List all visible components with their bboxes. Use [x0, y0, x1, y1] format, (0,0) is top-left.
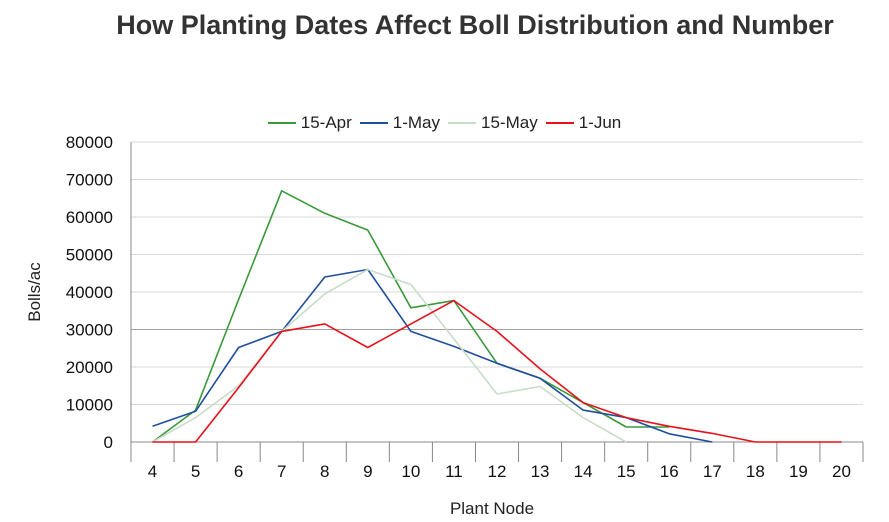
legend-item: 1-Jun: [545, 113, 622, 133]
x-tick-label: 7: [277, 462, 286, 481]
x-tick-label: 13: [531, 462, 550, 481]
series-line-1-jun: [152, 299, 842, 443]
chart-legend: 15-Apr 1-May 15-May 1-Jun: [0, 113, 889, 133]
legend-item: 15-Apr: [267, 113, 352, 133]
x-axis-label: Plant Node: [450, 499, 534, 518]
legend-item: 15-May: [448, 113, 538, 133]
y-tick-label: 60000: [66, 208, 113, 227]
chart-title: How Planting Dates Affect Boll Distribut…: [116, 10, 834, 40]
legend-label: 15-Apr: [300, 113, 352, 132]
x-tick-label: 20: [832, 462, 851, 481]
tick-labels: 0 10000 20000 30000 40000 50000 60000 70000 8000…: [66, 133, 851, 481]
y-tick-label: 0: [104, 433, 113, 452]
y-tick-label: 10000: [66, 396, 113, 415]
x-tick-label: 15: [617, 462, 636, 481]
legend-swatch: [448, 122, 477, 124]
y-tick-label: 20000: [66, 358, 113, 377]
legend-swatch: [267, 122, 296, 124]
x-tick-label: 19: [789, 462, 808, 481]
x-tick-label: 16: [660, 462, 679, 481]
y-tick-label: 80000: [66, 133, 113, 152]
x-tick-label: 10: [401, 462, 420, 481]
series-line-15-may: [152, 268, 627, 443]
x-tick-label: 17: [703, 462, 722, 481]
legend-swatch: [359, 122, 388, 124]
x-tick-label: 4: [148, 462, 157, 481]
axes: [130, 142, 864, 462]
x-tick-label: 18: [746, 462, 765, 481]
x-tick-label: 6: [234, 462, 243, 481]
legend-item: 1-May: [359, 113, 441, 133]
legend-label: 1-May: [392, 113, 441, 132]
legend-swatch: [545, 122, 574, 124]
x-tick-label: 11: [445, 462, 463, 481]
series-line-1-may: [152, 268, 713, 443]
y-axis-label: Bolls/ac: [25, 262, 44, 322]
x-tick-label: 8: [320, 462, 329, 481]
x-tick-label: 5: [191, 462, 200, 481]
x-tick-label: 9: [363, 462, 372, 481]
legend-label: 1-Jun: [578, 113, 622, 132]
x-tick-label: 14: [574, 462, 593, 481]
gridlines: [131, 141, 863, 405]
y-tick-label: 70000: [66, 171, 113, 190]
y-tick-label: 40000: [66, 283, 113, 302]
y-tick-label: 50000: [66, 246, 113, 265]
series-lines: [152, 190, 842, 443]
y-tick-label: 30000: [66, 321, 113, 340]
x-tick-label: 12: [488, 462, 507, 481]
legend-label: 15-May: [481, 113, 538, 132]
